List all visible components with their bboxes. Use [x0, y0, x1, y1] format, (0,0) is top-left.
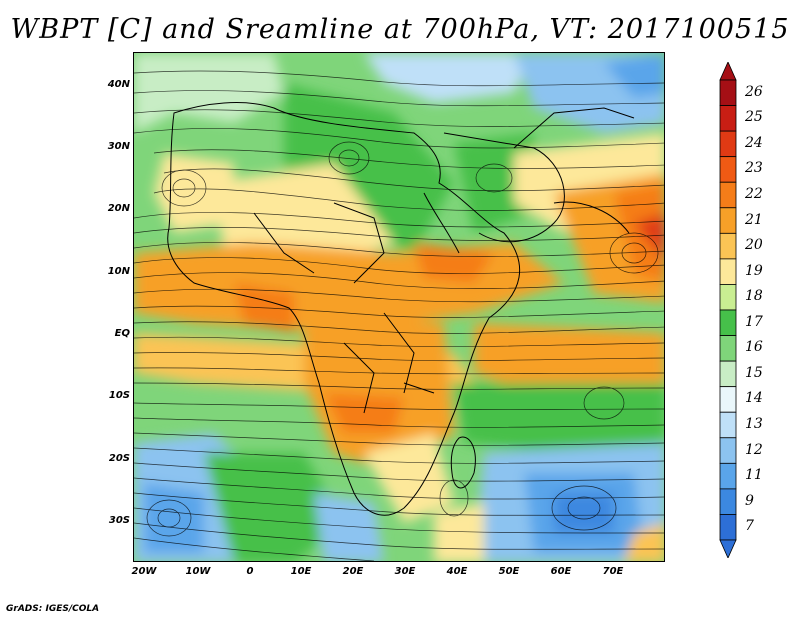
lon-label-30e: 30E	[394, 566, 416, 577]
lat-label-10n: 10N	[107, 266, 130, 277]
colorbar-swatch	[719, 207, 737, 234]
colorbar-swatch	[719, 411, 737, 439]
lon-label-10e: 10E	[290, 566, 312, 577]
colorbar-swatch	[719, 232, 737, 260]
colorbar-label: 12	[745, 441, 763, 458]
colorbar-swatch	[719, 181, 737, 209]
colorbar-swatch	[719, 386, 737, 413]
colorbar-swatch	[719, 309, 737, 336]
colorbar-label: 23	[745, 160, 763, 177]
map-plot-area	[133, 52, 665, 562]
colorbar-label: 11	[745, 467, 763, 484]
map-title: WBPT [C] and Sreamline at 700hPa, VT: 20…	[10, 14, 790, 45]
wbpt-field	[134, 53, 664, 561]
lon-label-40e: 40E	[446, 566, 468, 577]
colorbar-swatch	[719, 258, 737, 285]
lon-label-20e: 20E	[342, 566, 364, 577]
colorbar-label: 22	[745, 186, 763, 202]
lat-label-eq: EQ	[114, 328, 130, 339]
lat-label-10s: 10S	[108, 390, 130, 401]
colorbar	[719, 62, 737, 558]
lat-label-20n: 20N	[107, 203, 130, 214]
colorbar-swatch	[719, 360, 737, 388]
colorbar-swatch	[719, 105, 737, 132]
colorbar-label: 13	[745, 416, 763, 432]
colorbar-label: 15	[745, 364, 763, 381]
streamlines	[134, 70, 664, 561]
lat-label-30s: 30S	[108, 515, 130, 526]
colorbar-swatch	[719, 335, 737, 362]
lat-label-20s: 20S	[108, 453, 130, 464]
colorbar-label: 9	[745, 492, 754, 509]
lon-label-20w: 20W	[131, 566, 157, 577]
colorbar-label: 21	[745, 211, 763, 228]
colorbar-top-arrow	[719, 62, 737, 81]
colorbar-swatch	[719, 79, 737, 106]
lon-label-0: 0	[246, 566, 254, 577]
lon-label-70e: 70E	[602, 566, 624, 577]
lon-label-50e: 50E	[498, 566, 520, 577]
colorbar-label: 14	[745, 390, 763, 407]
lat-label-30n: 30N	[107, 141, 130, 152]
colorbar-label: 26	[745, 83, 763, 100]
lon-label-60e: 60E	[550, 566, 572, 577]
colorbar-swatch	[719, 488, 737, 515]
colorbar-swatch	[719, 514, 737, 541]
colorbar-label: 18	[745, 288, 763, 305]
colorbar-bottom-arrow	[719, 539, 737, 558]
colorbar-label: 20	[745, 237, 763, 254]
colorbar-label: 16	[745, 339, 763, 356]
colorbar-swatch	[719, 437, 737, 464]
colorbar-swatch	[719, 156, 737, 183]
colorbar-swatch	[719, 462, 737, 490]
colorbar-label: 17	[745, 313, 763, 330]
colorbar-swatch	[719, 130, 737, 158]
colorbar-swatch	[719, 284, 737, 311]
colorbar-label: 24	[745, 134, 763, 151]
colorbar-label: 7	[745, 518, 754, 535]
colorbar-label: 25	[745, 109, 763, 126]
grads-credit: GrADS: IGES/COLA	[6, 604, 100, 614]
lat-label-40n: 40N	[107, 79, 130, 90]
coastlines	[167, 102, 635, 516]
lon-label-10w: 10W	[185, 566, 211, 577]
colorbar-label: 19	[745, 262, 763, 279]
